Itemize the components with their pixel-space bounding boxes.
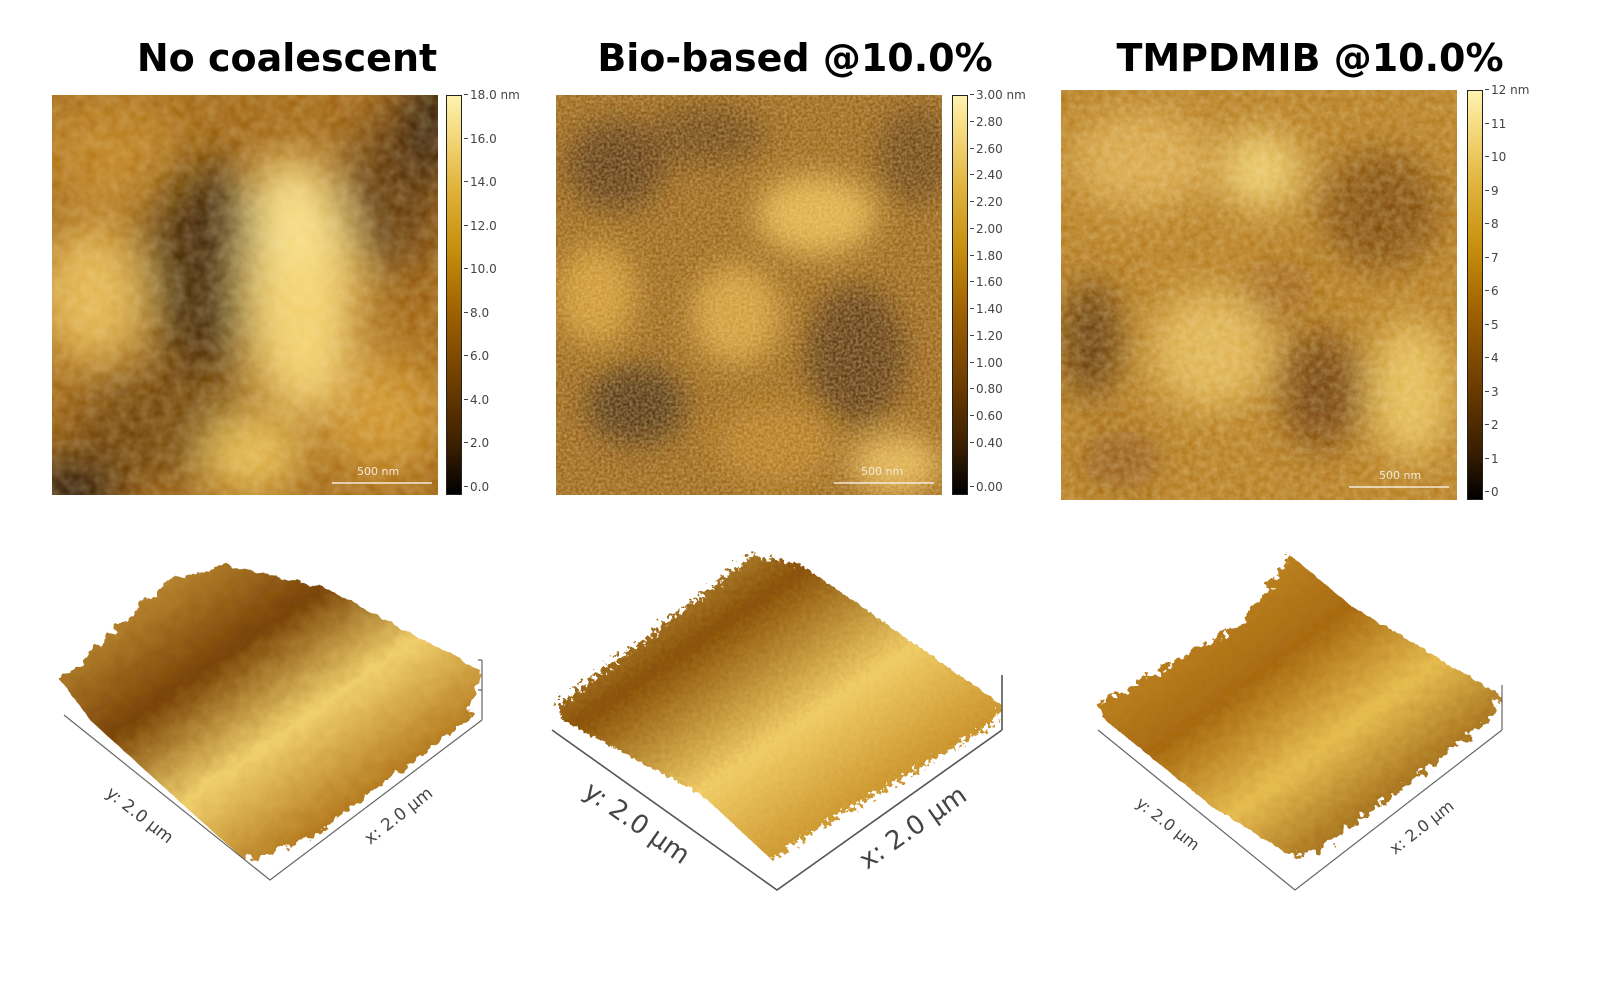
colorbar-tick-label: 6 [1485,284,1499,298]
colorbar-tick-label: 2.20 [970,195,1003,210]
colorbar-tick-label: 1.20 [970,328,1003,343]
afm-height-map-bio-based: 500 nm [556,95,942,495]
colorbar-tick-label: 2 [1485,418,1499,432]
panel-1-title: No coalescent [136,36,438,80]
panel-2-title: Bio-based @10.0% [597,36,993,80]
colorbar-tick-label: 5 [1485,317,1499,332]
scale-bar-label: 500 nm [357,465,399,478]
colorbar-tick-label: 3 [1485,384,1499,399]
colorbar-tick-label: 18.0 nm [464,88,520,102]
colorbar-tick-label: 2.80 [970,114,1003,129]
colorbar-tick-label: 1.00 [970,355,1003,370]
colorbar-tick-label: 10 [1484,150,1507,164]
colorbar-tick-label: 12.0 [464,218,497,233]
colorbar-tick-label: 0.60 [970,409,1003,424]
afm-3d-surface-no-coalescent: y: 2.0 µm x: 2.0 µm [50,560,500,890]
colorbar-tick-label: 14.0 [464,175,497,190]
x-axis-label: x: 2.0 µm [1386,796,1458,858]
afm-height-map-tmpdmib: 500 nm [1061,90,1457,500]
colorbar-tick-label: 4 [1485,351,1499,365]
colorbar-tick-label: 1.60 [970,275,1003,290]
colorbar-tick-label: 9 [1485,183,1499,198]
colorbar-tick-label: 12 nm [1484,83,1530,97]
colorbar-tick-label: 1.40 [970,302,1003,317]
colorbar-tick-label: 2.00 [970,221,1003,236]
y-axis-label: y: 2.0 µm [102,783,177,848]
colorbar-tick-label: 4.0 [463,392,490,407]
colorbar-tick-label: 8 [1485,217,1499,231]
colorbar-tick-label: 0.00 [970,480,1003,494]
colorbar-tick-label: 3.00 nm [970,88,1026,102]
colorbar-tick-label: 2.0 [463,436,490,451]
colorbar-tick-label: 11 [1484,116,1507,131]
afm-3d-surface-bio-based: y: 2.0 µm x: 2.0 µm [551,545,1012,895]
colorbar-tmpdmib [1467,90,1483,500]
colorbar-no-coalescent [446,95,462,495]
colorbar-tick-label: 1.80 [970,248,1003,263]
afm-height-map-no-coalescent: 500 nm [52,95,438,495]
colorbar-tick-label: 16.0 [464,131,497,146]
y-axis-label: y: 2.0 µm [1133,793,1204,854]
colorbar-tick-label: 6.0 [463,349,490,364]
colorbar-tick-label: 8.0 [463,305,490,320]
colorbar-tick-label: 0 [1485,485,1499,499]
panel-3-title: TMPDMIB @10.0% [1116,36,1504,80]
colorbar-bio-based [952,95,968,495]
colorbar-tick-label: 2.60 [970,141,1003,156]
colorbar-tick-label: 2.40 [970,168,1003,183]
colorbar-tick-label: 0.0 [463,480,490,494]
colorbar-tick-label: 0.80 [970,382,1003,397]
colorbar-tick-label: 7 [1485,250,1499,265]
colorbar-tick-label: 0.40 [970,436,1003,450]
afm-3d-surface-tmpdmib: y: 2.0 µm x: 2.0 µm [1090,545,1520,895]
scale-bar-label: 500 nm [1379,469,1421,482]
colorbar-tick-label: 10.0 [464,262,497,277]
colorbar-tick-label: 1 [1485,451,1499,466]
scale-bar-label: 500 nm [861,465,903,478]
